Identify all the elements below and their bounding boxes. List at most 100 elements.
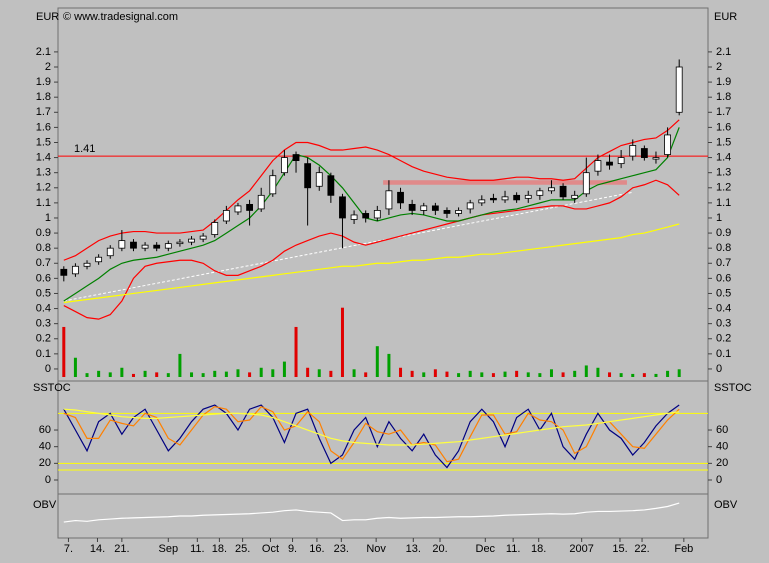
y-tick-label: 40 (716, 441, 728, 453)
candle-body (83, 262, 91, 267)
volume-bar (364, 372, 368, 377)
y-tick-label: 20 (716, 457, 728, 469)
volume-bar (677, 369, 681, 377)
x-tick-label: 15. (612, 543, 627, 555)
candle-body (617, 157, 625, 165)
y-tick-label: 1.1 (36, 197, 51, 209)
copyright: © www.tradesignal.com (63, 11, 178, 23)
volume-bar (352, 369, 356, 377)
volume-bar (584, 365, 588, 377)
volume-bar (631, 373, 635, 377)
candle-body (141, 244, 149, 249)
candle-body (292, 154, 300, 162)
y-tick-label: 1 (45, 212, 51, 224)
y-tick-label: 1.2 (716, 182, 731, 194)
x-tick-label: Oct (262, 543, 279, 555)
volume-bar (422, 372, 426, 377)
x-tick-label: Dec (476, 543, 496, 555)
volume-bar (271, 369, 275, 377)
candle-body (594, 160, 602, 172)
x-tick-label: Sep (159, 543, 179, 555)
candle-body (397, 191, 404, 204)
volume-bar (526, 372, 530, 377)
candle-body (513, 194, 521, 201)
candle-body (164, 243, 172, 249)
plot-frame (57, 7, 709, 539)
volume-bar (340, 307, 344, 377)
candle-body (118, 240, 126, 249)
volume-bar (538, 373, 542, 377)
candle-body (629, 145, 637, 157)
indicator-line (63, 179, 680, 320)
x-tick-label: 9. (288, 543, 297, 555)
level-label: 1.41 (74, 143, 95, 155)
indicator-line (63, 119, 680, 261)
y-tick-label: 1.8 (36, 91, 51, 103)
y-tick-label: 0.8 (36, 242, 51, 254)
y-tick-label: 2 (716, 61, 722, 73)
volume-bar (131, 373, 135, 377)
x-tick-label: 11. (506, 543, 520, 555)
volume-bar (666, 370, 670, 377)
volume-bar (573, 370, 577, 377)
y-tick-label: 1.3 (716, 167, 731, 179)
y-tick-label: 0.4 (716, 302, 731, 314)
y-tick-label: 0.9 (716, 227, 731, 239)
y-tick-label: 0.3 (36, 318, 51, 330)
volume-bar (608, 372, 612, 377)
volume-bar (375, 346, 379, 377)
volume-bar (294, 326, 298, 377)
candle-body (582, 172, 590, 195)
trend-line (63, 191, 633, 302)
volume-bar (62, 326, 66, 377)
candle-body (269, 175, 277, 195)
candle-body (606, 161, 613, 166)
candle-body (524, 194, 532, 199)
volume-bar (654, 373, 658, 377)
y-axis-title: OBV (33, 499, 57, 511)
volume-bar (143, 370, 147, 377)
x-tick-label: 22. (634, 543, 649, 555)
y-tick-label: 1.7 (36, 106, 51, 118)
x-tick-label: 18. (212, 543, 227, 555)
y-tick-label: 1.3 (36, 167, 51, 179)
resistance-zone (383, 180, 627, 185)
candle-body (106, 247, 114, 257)
x-tick-label: 2007 (569, 543, 593, 555)
y-tick-label: 0.7 (716, 257, 731, 269)
candle-body (675, 66, 683, 113)
volume-bar (515, 370, 519, 377)
y-tick-label: 1.4 (716, 151, 731, 163)
candle-body (385, 190, 393, 210)
y-tick-label: 0.5 (36, 287, 51, 299)
candle-body (478, 199, 486, 204)
y-tick-label: 0 (716, 474, 722, 486)
volume-bar (178, 353, 182, 377)
candle-body (60, 268, 68, 276)
y-tick-label: 1.2 (36, 182, 51, 194)
y-tick-label: 20 (39, 457, 51, 469)
candle-body (640, 148, 648, 158)
candle-body (234, 205, 242, 213)
candle-body (153, 244, 161, 249)
y-tick-label: 0.1 (716, 348, 731, 360)
candle-body (304, 163, 312, 189)
candle-body (362, 213, 370, 219)
volume-bar (166, 373, 170, 377)
candle-body (95, 256, 103, 263)
y-tick-label: 2 (45, 61, 51, 73)
indicator-line (63, 127, 680, 302)
y-tick-label: 0.8 (716, 242, 731, 254)
volume-bar (445, 371, 449, 377)
y-tick-label: 2.1 (36, 46, 51, 58)
candle-body (350, 214, 358, 220)
y-tick-label: 0 (45, 363, 51, 375)
y-tick-label: 2.1 (716, 46, 731, 58)
volume-bar (642, 373, 646, 377)
y-tick-label: 0 (716, 363, 722, 375)
volume-bar (410, 370, 414, 377)
candle-body (188, 238, 195, 243)
y-tick-label: 0.1 (36, 348, 51, 360)
